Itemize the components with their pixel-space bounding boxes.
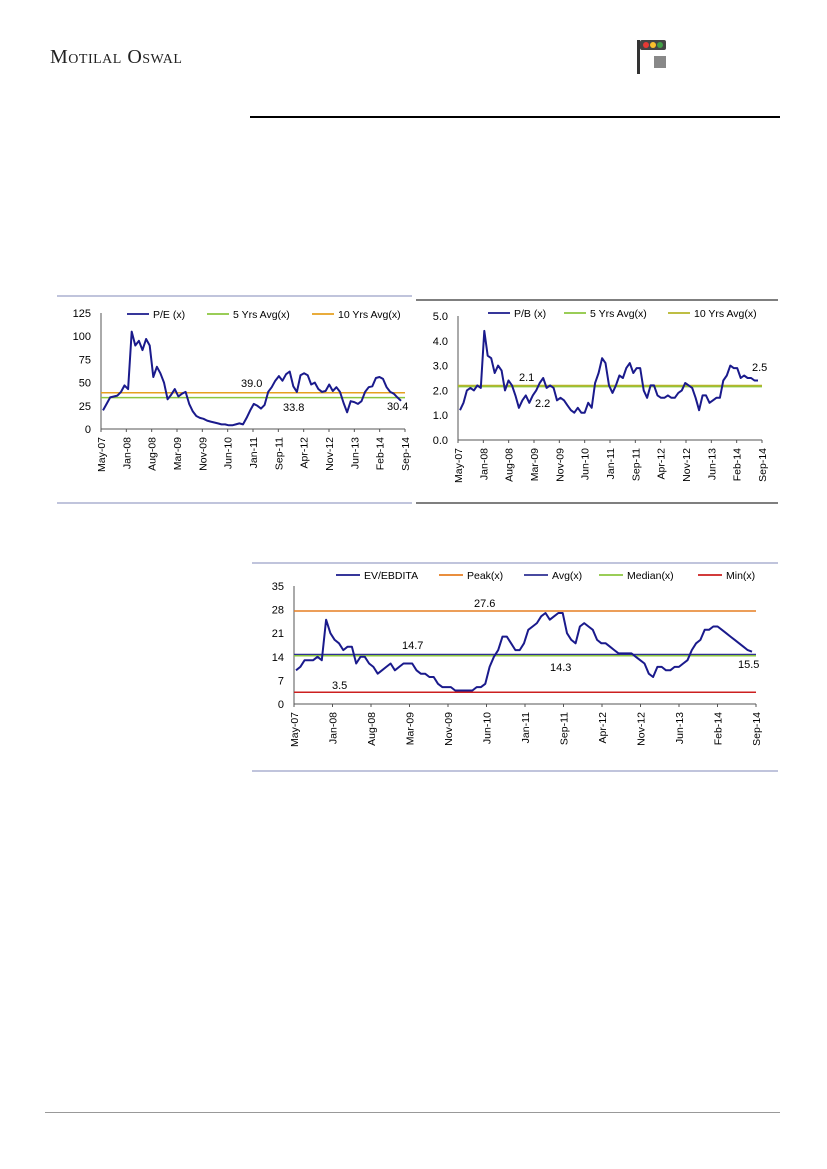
pe-chart: 0 25 50 75 100 125 May-07 Jan-08 Aug-08 Mar-09 Nov… [57, 295, 412, 505]
x-tick-label: Jan-11 [248, 437, 260, 468]
series-line [102, 330, 402, 427]
x-tick-label: Nov-12 [324, 437, 336, 471]
legend-label: 10 Yrs Avg(x) [694, 308, 757, 320]
legend-label: 5 Yrs Avg(x) [590, 308, 647, 320]
x-tick-label: Aug-08 [147, 437, 159, 471]
x-tick-label: Mar-09 [529, 448, 541, 481]
x-tick-label: Nov-09 [197, 437, 209, 471]
x-tick-label: Mar-09 [405, 712, 417, 745]
legend-label: P/B (x) [514, 308, 546, 320]
legend-label: EV/EBDITA [364, 570, 418, 582]
x-tick-label: Aug-08 [366, 712, 378, 746]
x-tick-label: Mar-09 [172, 437, 184, 470]
data-label: 27.6 [474, 598, 495, 610]
brand-name: Motilal Oswal [50, 46, 183, 68]
data-label: 14.3 [550, 662, 571, 674]
y-tick-label: 100 [73, 331, 91, 343]
x-tick-label: Apr-12 [299, 437, 311, 469]
pb-chart: 0.0 1.0 2.0 3.0 4.0 5.0 May-07 Jan-08 Aug-08 Mar-… [416, 299, 778, 505]
x-tick-label: Jan-11 [605, 448, 617, 479]
x-tick-label: Jan-08 [328, 712, 340, 744]
legend-label: Min(x) [726, 570, 755, 582]
y-tick-label: 14 [272, 652, 284, 664]
y-tick-label: 50 [79, 378, 91, 390]
footer-rule [45, 1112, 780, 1113]
data-label: 2.5 [752, 362, 767, 374]
x-tick-label: Nov-09 [554, 448, 566, 482]
y-tick-label: 0 [85, 424, 91, 436]
data-label: 2.1 [519, 372, 534, 384]
x-tick-label: Feb-14 [732, 448, 744, 481]
y-tick-label: 5.0 [433, 311, 448, 323]
x-tick-label: Sep-11 [630, 448, 642, 481]
x-tick-label: Nov-12 [636, 712, 648, 746]
x-tick-label: May-07 [289, 712, 301, 747]
x-tick-label: Aug-08 [504, 448, 516, 482]
legend-label: 10 Yrs Avg(x) [338, 309, 401, 321]
header-rule [250, 116, 780, 118]
y-tick-label: 21 [272, 628, 284, 640]
x-tick-label: Sep-11 [273, 437, 285, 470]
x-tick-label: Sep-11 [559, 712, 571, 745]
x-tick-label: Feb-14 [713, 712, 725, 745]
x-tick-label: Sep-14 [751, 712, 763, 746]
y-tick-label: 25 [79, 401, 91, 413]
x-tick-label: Apr-12 [597, 712, 609, 744]
legend-label: Median(x) [627, 570, 674, 582]
x-tick-label: May-07 [453, 448, 465, 483]
y-tick-label: 28 [272, 605, 284, 617]
x-tick-label: May-07 [96, 437, 108, 472]
x-tick-label: Sep-14 [400, 437, 412, 471]
brand-logo-icon [637, 40, 666, 74]
x-tick-label: Apr-12 [656, 448, 668, 480]
y-tick-label: 0 [278, 699, 284, 711]
legend-label: Peak(x) [467, 570, 503, 582]
data-label: 30.4 [387, 401, 408, 413]
y-tick-label: 125 [73, 308, 91, 320]
y-tick-label: 2.0 [433, 385, 448, 397]
data-label: 14.7 [402, 640, 423, 652]
data-label: 15.5 [738, 659, 759, 671]
y-tick-label: 4.0 [433, 336, 448, 348]
legend-label: Avg(x) [552, 570, 582, 582]
x-tick-label: Jun-13 [349, 437, 361, 469]
y-tick-label: 3.0 [433, 361, 448, 373]
x-tick-label: Jun-13 [706, 448, 718, 480]
legend-label: 5 Yrs Avg(x) [233, 309, 290, 321]
x-tick-label: Feb-14 [375, 437, 387, 470]
x-tick-label: Jun-10 [482, 712, 494, 744]
x-tick-label: Nov-09 [443, 712, 455, 746]
y-tick-label: 75 [79, 354, 91, 366]
data-label: 2.2 [535, 398, 550, 410]
x-tick-label: Jan-11 [520, 712, 532, 743]
x-tick-label: Jan-08 [121, 437, 133, 469]
series-line [459, 329, 758, 414]
x-tick-label: Jun-10 [580, 448, 592, 480]
y-tick-label: 35 [272, 581, 284, 593]
x-tick-label: Nov-12 [681, 448, 693, 482]
ev-ebitda-chart: 0 7 14 21 28 35 May-07 Jan-08 Aug-08 Mar-09 Nov-09… [252, 562, 778, 772]
x-tick-label: Jun-13 [674, 712, 686, 744]
data-label: 3.5 [332, 680, 347, 692]
data-label: 39.0 [241, 378, 262, 390]
legend-label: P/E (x) [153, 309, 185, 321]
series-line [295, 612, 753, 692]
y-tick-label: 1.0 [433, 410, 448, 422]
x-tick-label: Jan-08 [478, 448, 490, 480]
x-tick-label: Sep-14 [757, 448, 769, 482]
x-tick-label: Jun-10 [223, 437, 235, 469]
data-label: 33.8 [283, 402, 304, 414]
y-tick-label: 0.0 [433, 435, 448, 447]
y-tick-label: 7 [278, 675, 284, 687]
